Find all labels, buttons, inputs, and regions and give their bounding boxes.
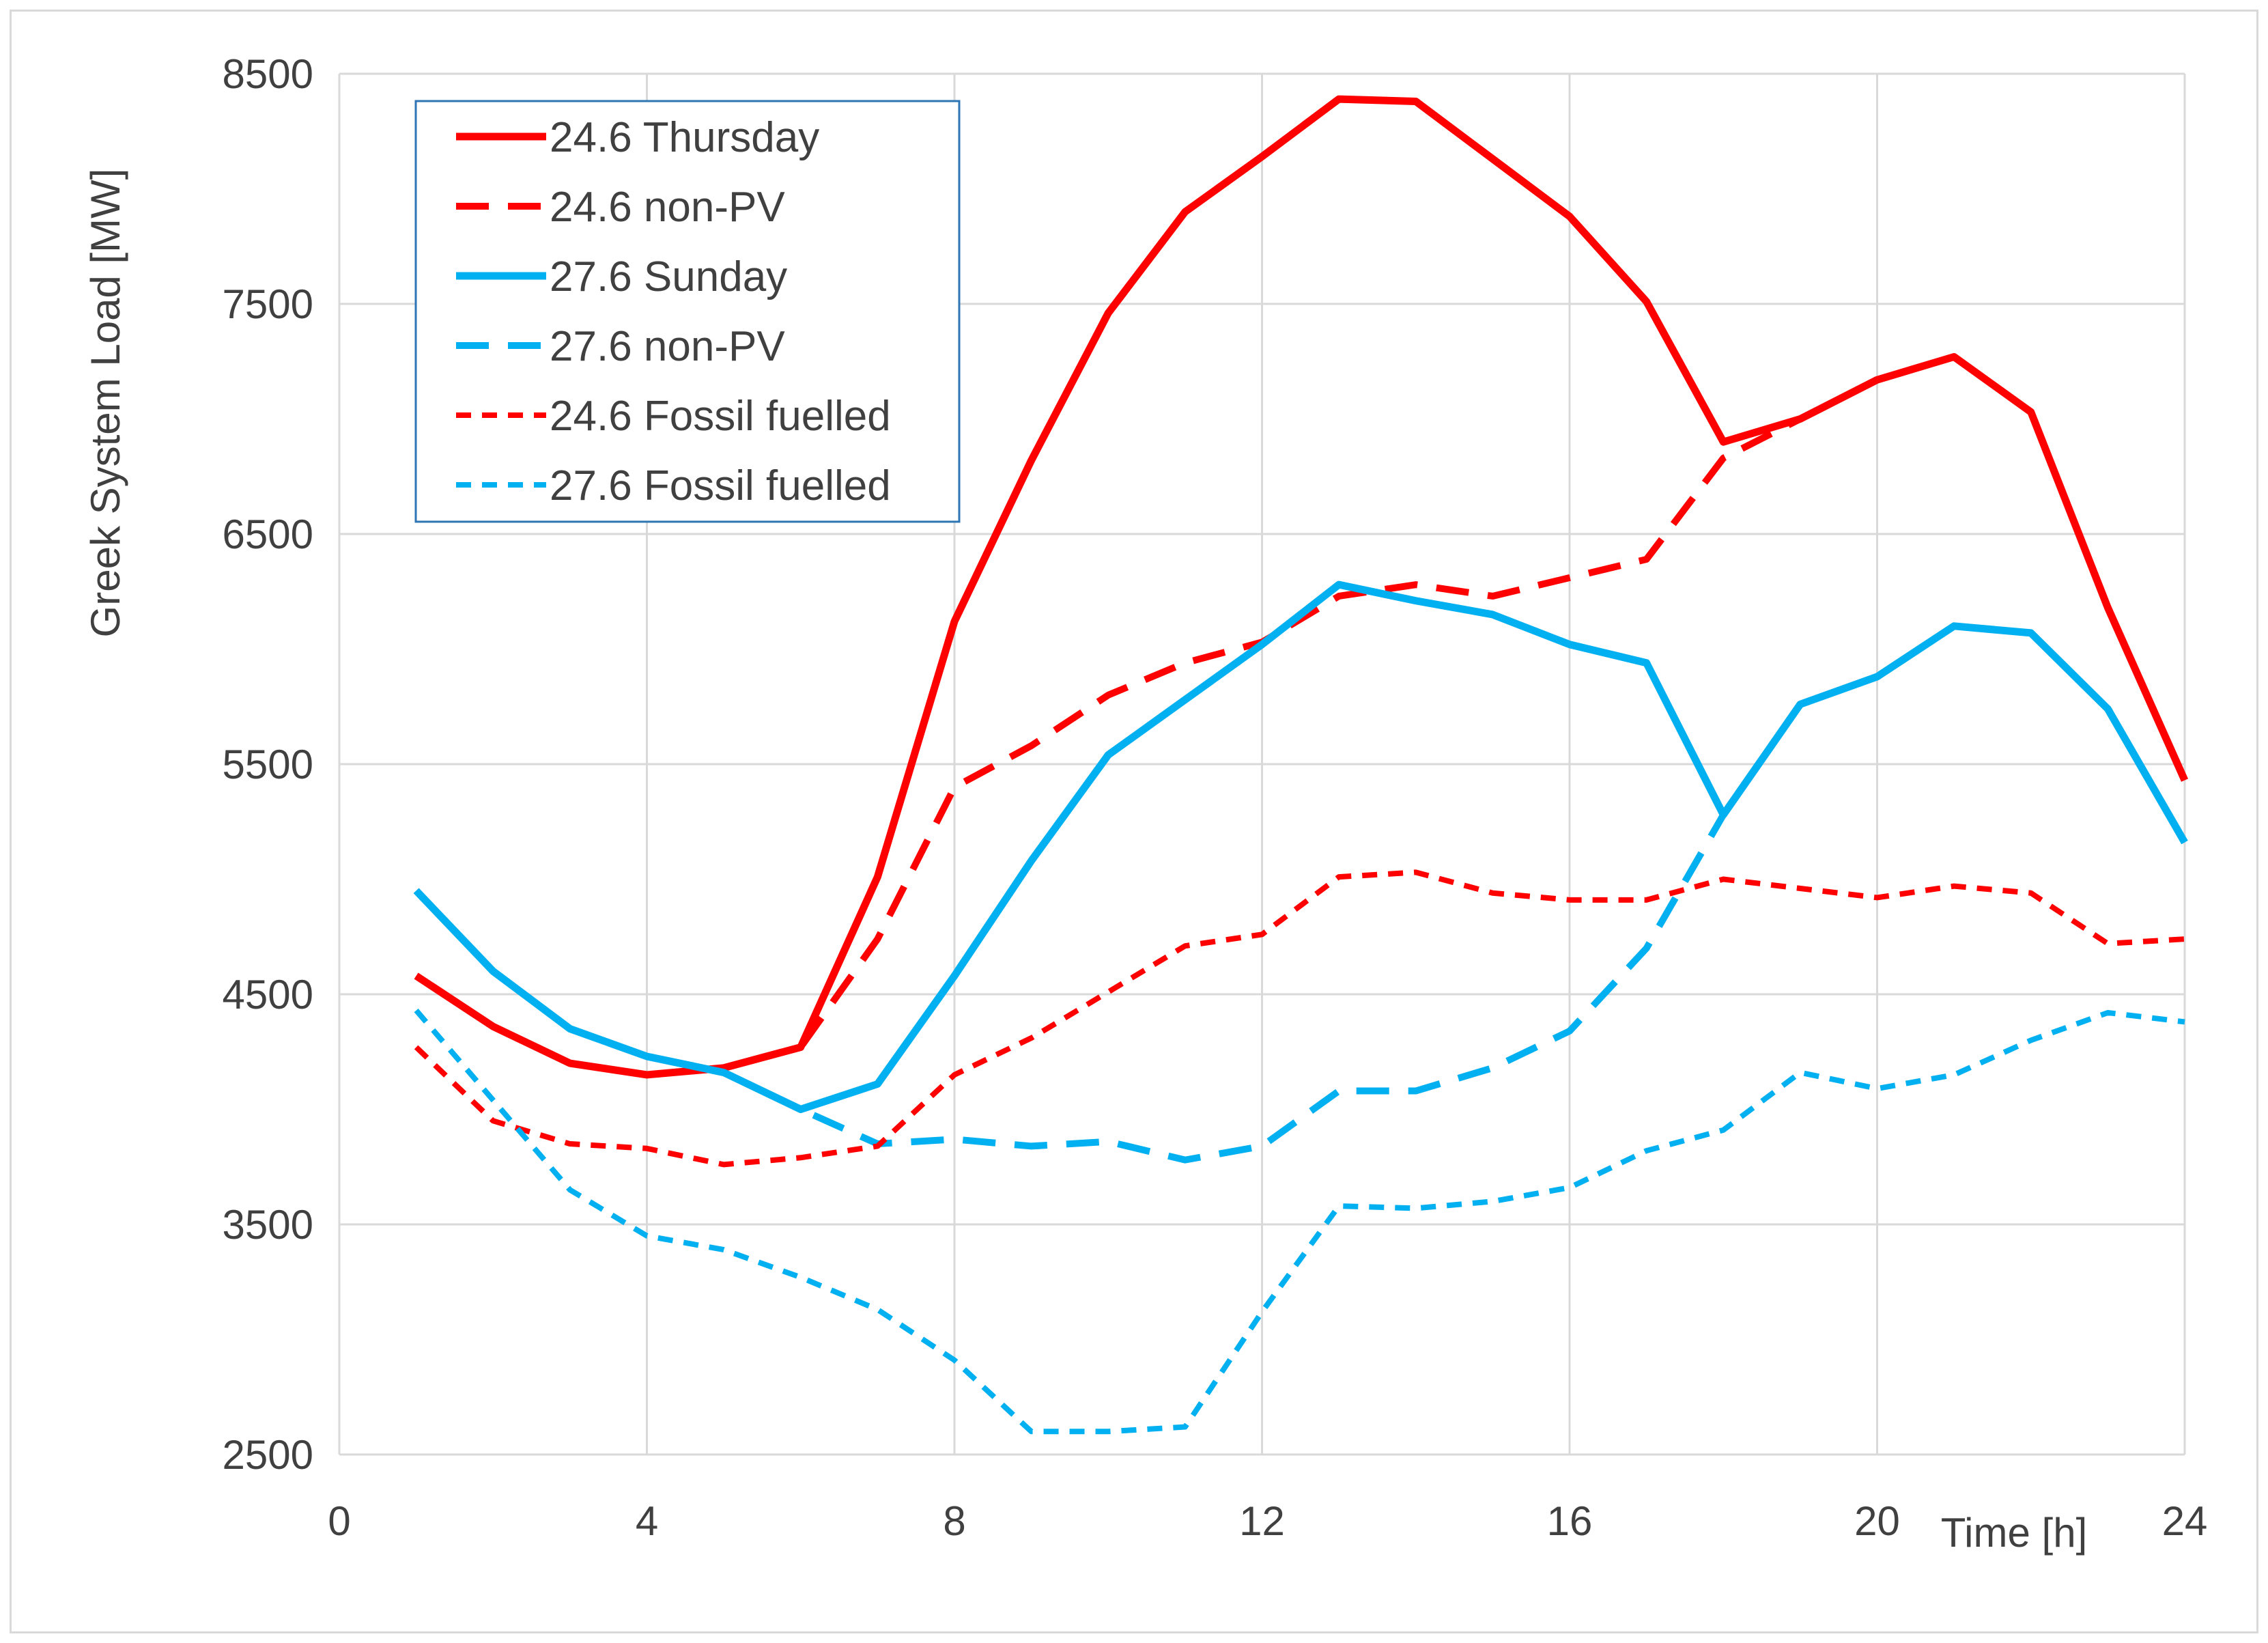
x-tick-label: 24 <box>2162 1498 2208 1544</box>
x-tick-label: 8 <box>943 1498 965 1544</box>
legend-label-5: 24.6 Fossil fuelled <box>550 393 891 440</box>
y-axis-title: Greek System Load [MW] <box>83 169 128 638</box>
y-tick-label: 3500 <box>223 1202 313 1248</box>
legend-label-4: 27.6 non-PV <box>550 323 785 370</box>
x-tick-label: 20 <box>1854 1498 1900 1544</box>
y-tick-label: 8500 <box>223 51 313 97</box>
legend-label-2: 24.6 non-PV <box>550 184 785 231</box>
x-tick-label: 12 <box>1239 1498 1285 1544</box>
x-tick-label: 4 <box>636 1498 658 1544</box>
legend: 24.6 Thursday 24.6 non-PV 27.6 Sunday 27.6 … <box>414 100 961 523</box>
y-tick-label: 2500 <box>223 1432 313 1478</box>
tick-labels: 2500 3500 4500 5500 6500 7500 8500 0 4 8 12 16 20 24 <box>223 51 2208 1544</box>
x-tick-label: 0 <box>328 1498 350 1544</box>
legend-box <box>414 100 961 523</box>
x-axis-title: Time [h] <box>1941 1510 2087 1556</box>
legend-label-6: 27.6 Fossil fuelled <box>550 462 891 509</box>
series-line-6 <box>414 1008 2185 1435</box>
y-tick-label: 7500 <box>223 281 313 327</box>
series-lines <box>413 95 2189 1435</box>
y-tick-label: 5500 <box>223 742 313 787</box>
x-tick-label: 16 <box>1547 1498 1593 1544</box>
y-tick-label: 4500 <box>223 972 313 1017</box>
series-line-5 <box>414 869 2185 1168</box>
y-tick-label: 6500 <box>223 511 313 557</box>
legend-label-3: 27.6 Sunday <box>550 253 787 300</box>
legend-label-1: 24.6 Thursday <box>550 114 819 161</box>
series-line-3 <box>413 580 2188 1113</box>
